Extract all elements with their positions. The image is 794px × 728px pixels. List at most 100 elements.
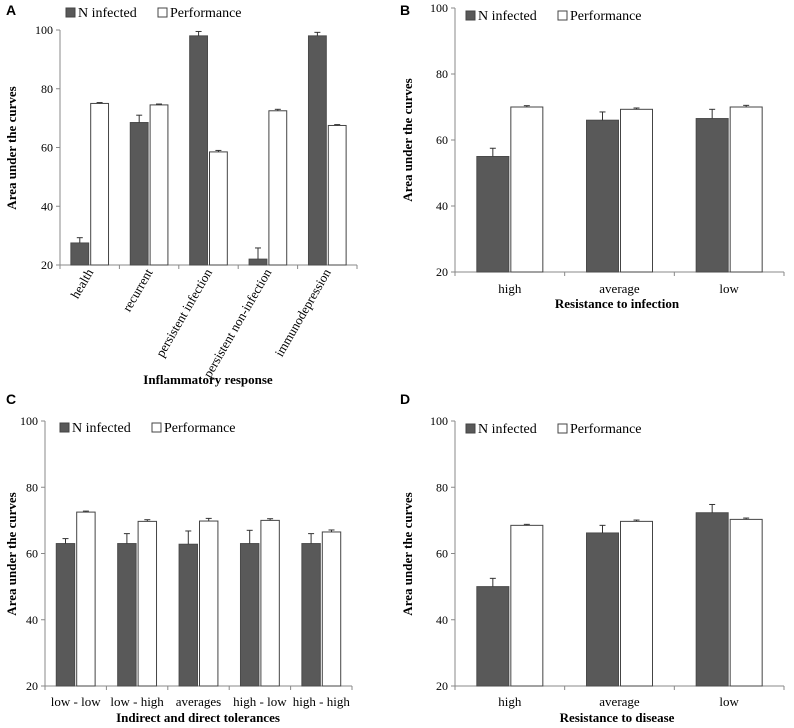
legend: N infected Performance: [65, 6, 242, 21]
y-tick-label: 60: [436, 547, 448, 561]
bar-n-infected-3: [189, 35, 208, 266]
legend-label: Performance: [570, 9, 642, 24]
legend-label: N infected: [72, 421, 131, 436]
category-label: health: [67, 266, 96, 301]
bar-performance-2: [620, 108, 653, 273]
panel-b: B 20 40 60 80 100 high average low N infected Perf…: [400, 1, 785, 311]
bar-n-infected-2: [586, 532, 619, 687]
legend-swatch: [151, 422, 162, 433]
bar-n-infected-1: [476, 156, 510, 273]
bar-performance-2: [149, 104, 169, 266]
y-tick-label: 60: [436, 133, 448, 147]
bar-performance-5: [327, 124, 347, 266]
y-tick-label: 100: [35, 23, 53, 37]
bar-n-infected-5: [301, 543, 321, 687]
category-label: persistent infection: [152, 266, 215, 360]
panel-letter: A: [6, 2, 16, 18]
bar-n-infected-1: [55, 543, 76, 687]
legend: N infected Performance: [465, 9, 642, 24]
panel-letter: B: [400, 2, 410, 18]
bar-performance-3: [729, 106, 763, 273]
legend-label: N infected: [78, 6, 137, 21]
y-tick-label: 20: [26, 679, 38, 693]
y-tick-label: 100: [430, 1, 448, 15]
y-axis-title: Area under the curves: [4, 492, 19, 615]
y-tick-label: 80: [436, 480, 448, 494]
legend-swatch: [465, 423, 476, 434]
bar-n-infected-3: [695, 118, 729, 273]
bar-n-infected-3: [178, 543, 199, 687]
category-label: average: [599, 281, 640, 296]
legend-swatch: [157, 7, 168, 18]
legend-swatch: [65, 7, 76, 18]
legend-label: Performance: [570, 422, 642, 437]
bar-performance-2: [620, 520, 653, 687]
y-tick-label: 60: [41, 141, 53, 155]
legend-label: Performance: [164, 421, 236, 436]
x-axis-title: Indirect and direct tolerances: [116, 710, 280, 725]
bar-n-infected-3: [695, 512, 729, 687]
bar-performance-1: [76, 511, 96, 687]
bar-n-infected-5: [307, 35, 327, 266]
legend-label: N infected: [478, 9, 537, 24]
y-tick-label: 40: [41, 199, 53, 213]
bar-performance-3: [729, 518, 763, 687]
bar-performance-1: [510, 106, 544, 273]
legend-label: N infected: [478, 422, 537, 437]
bar-performance-3: [199, 520, 219, 687]
legend: N infected Performance: [465, 422, 642, 437]
category-label: persistent non-infection: [200, 266, 275, 381]
legend-swatch: [59, 422, 70, 433]
y-tick-label: 80: [41, 82, 53, 96]
y-tick-label: 100: [20, 414, 38, 428]
bar-performance-4: [260, 519, 280, 687]
y-tick-label: 60: [26, 547, 38, 561]
category-label: high: [498, 281, 522, 296]
y-axis-title: Area under the curves: [400, 492, 415, 615]
x-axis-title: Resistance to disease: [560, 710, 675, 725]
bar-n-infected-2: [129, 122, 149, 266]
category-label: low - low: [51, 694, 101, 709]
y-tick-label: 40: [436, 613, 448, 627]
bar-performance-1: [90, 102, 110, 266]
y-axis-title: Area under the curves: [4, 86, 19, 209]
category-label: high: [498, 694, 522, 709]
y-tick-label: 20: [436, 265, 448, 279]
y-tick-label: 20: [41, 258, 53, 272]
y-tick-label: 80: [436, 67, 448, 81]
y-axis-title: Area under the curves: [400, 78, 415, 201]
bar-n-infected-1: [70, 242, 90, 266]
panel-letter: C: [6, 391, 16, 407]
y-tick-label: 80: [26, 480, 38, 494]
category-label: average: [599, 694, 640, 709]
panel-letter: D: [400, 391, 410, 407]
bar-n-infected-4: [239, 543, 260, 687]
panel-d: D 20 40 60 80 100 high average low N infected Perf…: [400, 391, 785, 725]
bar-performance-3: [209, 151, 228, 266]
category-label: recurrent: [119, 266, 156, 314]
bar-performance-4: [268, 110, 288, 266]
bar-performance-5: [321, 531, 342, 687]
category-label: averages: [176, 694, 221, 709]
bar-n-infected-2: [586, 119, 619, 273]
category-label: low: [719, 281, 739, 296]
bar-n-infected-2: [117, 543, 137, 687]
y-tick-label: 100: [430, 414, 448, 428]
bar-performance-2: [137, 520, 158, 687]
x-axis-title: Inflammatory response: [143, 372, 273, 387]
category-label: high - high: [293, 694, 351, 709]
category-label: low: [719, 694, 739, 709]
y-tick-label: 40: [436, 199, 448, 213]
bar-performance-1: [510, 524, 544, 687]
legend: N infected Performance: [59, 421, 236, 436]
legend-swatch: [557, 10, 568, 21]
category-label: low - high: [110, 694, 164, 709]
legend-swatch: [465, 10, 476, 21]
category-label: high - low: [233, 694, 287, 709]
panel-c: C 20 40 60 80 100 low - low low - high averages h…: [4, 391, 353, 725]
bar-n-infected-1: [476, 586, 510, 687]
x-axis-title: Resistance to infection: [555, 296, 680, 311]
y-tick-label: 40: [26, 613, 38, 627]
